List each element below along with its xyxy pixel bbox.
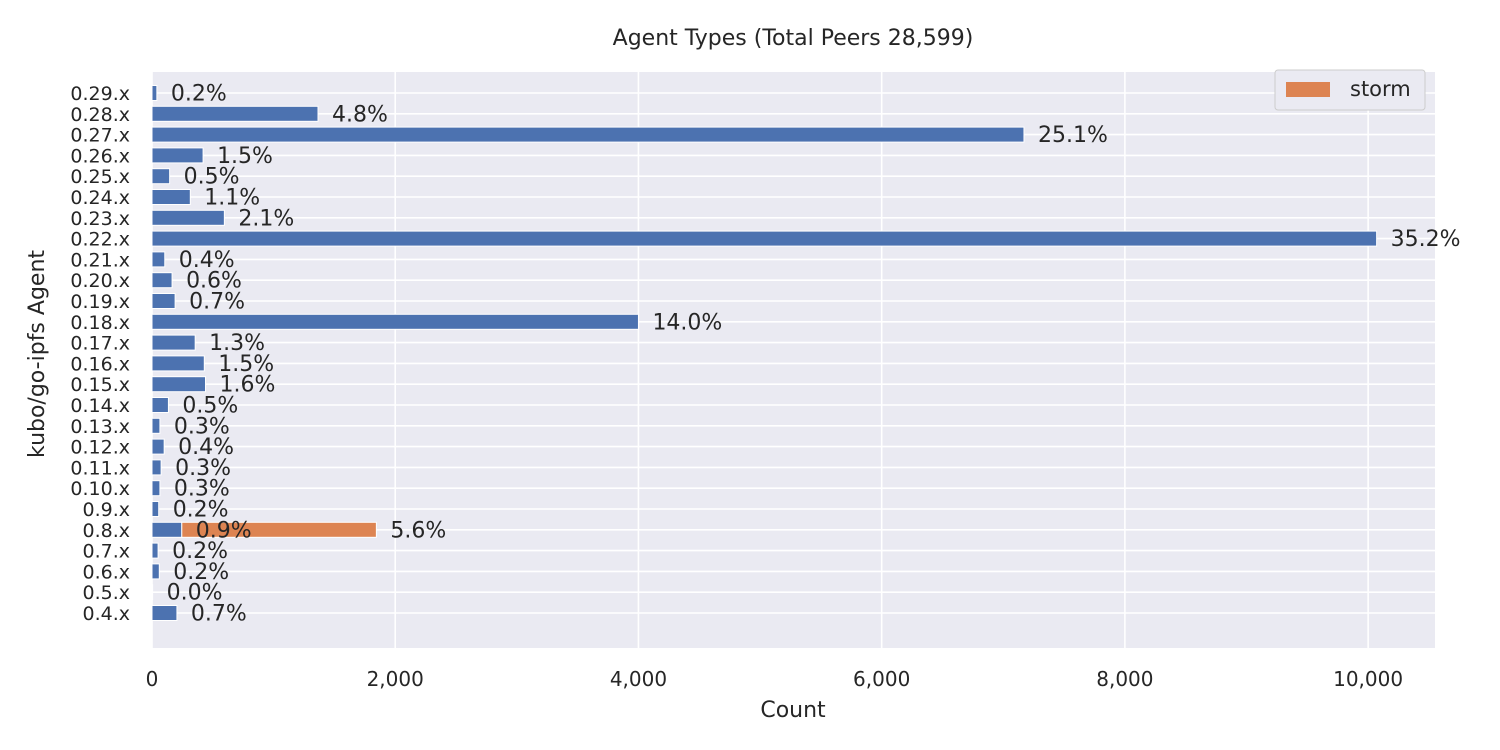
bar-0.26.x xyxy=(151,147,204,164)
y-tick-label: 0.21.x xyxy=(70,249,130,271)
y-axis-ticks: 0.29.x0.28.x0.27.x0.26.x0.25.x0.24.x0.23… xyxy=(70,83,130,625)
bar-0.28.x xyxy=(151,105,319,122)
bar-label-0.25.x: 0.5% xyxy=(184,165,240,190)
legend: storm xyxy=(1274,69,1426,111)
x-tick-label: 6,000 xyxy=(853,667,910,691)
bar-0.29.x xyxy=(151,85,158,101)
x-axis-label: Count xyxy=(760,698,826,723)
bar-0.27.x xyxy=(151,126,1025,143)
bar-label-0.9.x: 0.2% xyxy=(173,498,229,523)
x-axis-ticks: 0 2,000 4,000 6,000 8,000 10,000 xyxy=(146,667,1403,691)
bar-label-0.21.x: 0.4% xyxy=(179,248,235,273)
bar-label-0.7.x: 0.2% xyxy=(172,539,228,564)
bar-0.8.x xyxy=(151,521,183,538)
y-tick-label: 0.18.x xyxy=(70,312,130,334)
x-tick-label: 4,000 xyxy=(610,667,667,691)
bar-label-0.4.x: 0.7% xyxy=(191,602,247,627)
y-tick-label: 0.8.x xyxy=(83,520,131,542)
y-tick-label: 0.20.x xyxy=(70,270,130,292)
bar-0.19.x xyxy=(151,293,176,309)
y-tick-label: 0.11.x xyxy=(70,457,130,479)
bars xyxy=(151,85,1378,621)
bar-storm-0.8.x xyxy=(181,521,377,538)
bar-0.17.x xyxy=(151,334,196,351)
bar-labels: 0.2%4.8%25.1%1.5%0.5%1.1%2.1%35.2%0.4%0.… xyxy=(167,82,1461,627)
bar-0.11.x xyxy=(151,459,162,476)
bar-0.20.x xyxy=(151,272,173,289)
bar-label-0.13.x: 0.3% xyxy=(174,414,230,439)
bar-label-0.6.x: 0.2% xyxy=(173,560,229,585)
bar-label-0.14.x: 0.5% xyxy=(182,394,238,419)
y-tick-label: 0.28.x xyxy=(70,104,130,126)
y-tick-label: 0.14.x xyxy=(70,395,130,417)
bar-label-0.16.x: 1.5% xyxy=(218,352,274,377)
plot-area xyxy=(152,72,1435,648)
y-tick-label: 0.29.x xyxy=(70,83,130,105)
y-tick-label: 0.25.x xyxy=(70,166,130,188)
x-tick-label: 8,000 xyxy=(1096,667,1153,691)
y-tick-label: 0.24.x xyxy=(70,187,130,209)
bar-label-0.22.x: 35.2% xyxy=(1391,227,1461,252)
y-tick-label: 0.10.x xyxy=(70,478,130,500)
x-tick-label: 10,000 xyxy=(1333,667,1403,691)
x-tick-label: 0 xyxy=(146,667,159,691)
x-tick-label: 2,000 xyxy=(367,667,424,691)
bar-label-0.28.x: 4.8% xyxy=(332,102,388,127)
bar-0.10.x xyxy=(151,480,161,497)
bar-label-0.5.x: 0.0% xyxy=(167,581,223,606)
bar-label-0.15.x: 1.6% xyxy=(220,373,276,398)
legend-box xyxy=(1274,69,1426,111)
y-axis-label: kubo/go-ipfs Agent xyxy=(25,250,50,458)
bar-0.9.x xyxy=(151,501,160,517)
bar-0.18.x xyxy=(151,313,639,330)
y-tick-label: 0.6.x xyxy=(83,561,131,583)
bar-0.16.x xyxy=(151,355,205,372)
y-tick-label: 0.27.x xyxy=(70,125,130,147)
y-tick-label: 0.9.x xyxy=(83,499,131,521)
legend-label-storm: storm xyxy=(1350,77,1411,101)
y-tick-label: 0.22.x xyxy=(70,229,130,251)
bar-label-0.20.x: 0.6% xyxy=(186,269,242,294)
y-tick-label: 0.26.x xyxy=(70,145,130,167)
bar-0.24.x xyxy=(151,189,191,205)
bar-label-0.17.x: 1.3% xyxy=(209,331,265,356)
bar-label-0.23.x: 2.1% xyxy=(238,206,294,231)
bar-0.7.x xyxy=(151,542,159,559)
y-tick-label: 0.7.x xyxy=(83,541,131,563)
bar-label-0.29.x: 0.2% xyxy=(171,82,227,107)
bar-0.15.x xyxy=(151,376,207,393)
bar-0.22.x xyxy=(151,230,1378,247)
bar-label-0.26.x: 1.5% xyxy=(217,144,273,169)
y-tick-label: 0.17.x xyxy=(70,333,130,355)
y-tick-label: 0.5.x xyxy=(83,582,131,604)
bar-label-0.8.x: 0.9% xyxy=(196,518,252,543)
y-tick-label: 0.19.x xyxy=(70,291,130,313)
bar-0.25.x xyxy=(151,168,171,185)
bar-0.12.x xyxy=(151,438,165,455)
y-tick-label: 0.23.x xyxy=(70,208,130,230)
bar-0.23.x xyxy=(151,209,225,226)
y-tick-label: 0.16.x xyxy=(70,353,130,375)
chart-title: Agent Types (Total Peers 28,599) xyxy=(613,26,974,51)
bar-0.13.x xyxy=(151,417,161,434)
bar-label-0.27.x: 25.1% xyxy=(1038,123,1108,148)
y-tick-label: 0.15.x xyxy=(70,374,130,396)
y-tick-label: 0.4.x xyxy=(83,603,131,625)
y-tick-label: 0.13.x xyxy=(70,416,130,438)
legend-swatch-storm xyxy=(1286,82,1330,97)
bar-0.4.x xyxy=(151,605,178,621)
bar-label-0.11.x: 0.3% xyxy=(175,456,231,481)
bar-label-0.19.x: 0.7% xyxy=(189,290,245,315)
bar-label-storm-0.8.x: 5.6% xyxy=(390,518,446,543)
y-tick-label: 0.12.x xyxy=(70,437,130,459)
bar-0.14.x xyxy=(151,397,169,413)
bar-0.21.x xyxy=(151,251,166,268)
bar-label-0.12.x: 0.4% xyxy=(178,435,234,460)
bar-label-0.24.x: 1.1% xyxy=(204,186,260,211)
bar-label-0.18.x: 14.0% xyxy=(652,310,722,335)
bar-0.6.x xyxy=(151,563,160,580)
bar-0.5.x xyxy=(151,584,154,601)
bar-label-0.10.x: 0.3% xyxy=(174,477,230,502)
